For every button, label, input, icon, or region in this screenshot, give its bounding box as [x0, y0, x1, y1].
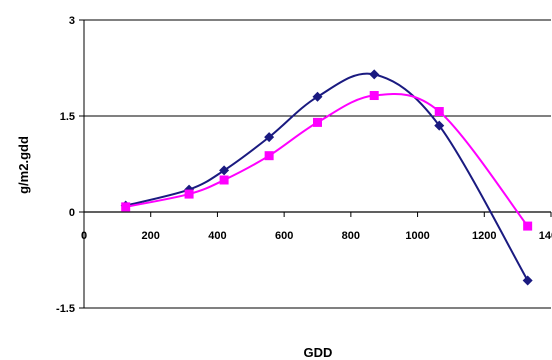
x-axis-title: GDD	[304, 345, 333, 360]
x-tick-label: 1400	[539, 230, 552, 242]
data-point	[219, 165, 230, 176]
x-tick-label: 200	[142, 230, 160, 242]
data-point	[434, 120, 445, 131]
series-line	[125, 72, 529, 281]
series-1	[120, 69, 533, 286]
axes	[79, 19, 552, 309]
data-point	[264, 151, 274, 161]
y-axis-title: g/m2.gdd	[16, 136, 31, 194]
x-tick-label: 1000	[405, 230, 429, 242]
data-point	[121, 202, 131, 212]
gridlines	[84, 19, 551, 309]
x-tick-label: 600	[275, 230, 293, 242]
series-layer	[120, 69, 533, 286]
data-point	[313, 117, 322, 127]
series-line	[125, 93, 529, 227]
data-point	[523, 221, 533, 231]
data-point	[184, 189, 194, 199]
data-point	[264, 132, 275, 143]
tick-labels: -1.5 0 1.5 3 0 200 400 600 800 1000 1200 1400	[56, 15, 552, 315]
data-point	[369, 69, 380, 80]
data-point	[219, 175, 229, 185]
series-2	[121, 91, 533, 231]
data-point	[369, 91, 379, 101]
data-point	[434, 107, 444, 117]
x-tick-label: 0	[81, 230, 87, 242]
x-tick-label: 800	[342, 230, 360, 242]
y-tick-label: -1.5	[56, 303, 75, 315]
data-point	[312, 91, 323, 102]
y-tick-label: 1.5	[60, 111, 75, 123]
y-tick-label: 0	[69, 207, 75, 219]
y-tick-label: 3	[69, 15, 75, 27]
x-tick-label: 1200	[472, 230, 496, 242]
x-tick-label: 400	[208, 230, 226, 242]
data-point	[522, 275, 533, 286]
